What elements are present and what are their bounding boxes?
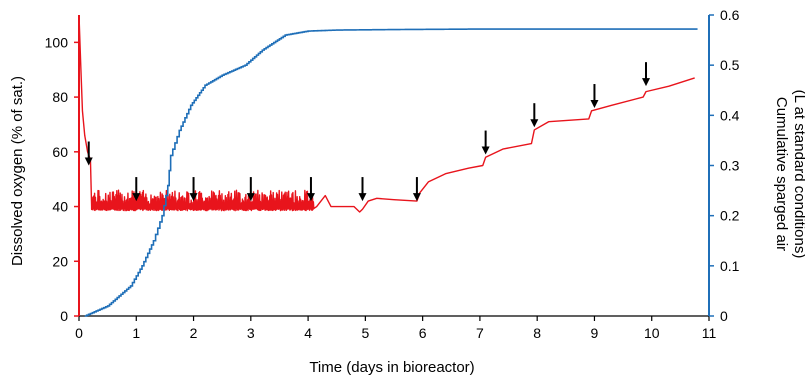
y-left-tick-label: 80 [52, 89, 68, 105]
x-tick-label: 10 [644, 325, 660, 341]
event-arrow [189, 177, 198, 202]
y-right-tick-label: 0.5 [720, 57, 740, 73]
y-right-tick-label: 0.3 [720, 158, 740, 174]
x-tick-label: 0 [75, 325, 83, 341]
x-tick-label: 11 [702, 325, 717, 341]
y-left-axis: 0 20 40 60 80 100 [45, 15, 80, 324]
x-tick-label: 7 [476, 325, 484, 341]
y-left-axis-title: Dissolved oxygen (% of sat.) [9, 76, 26, 266]
x-axis-title: Time (days in bioreactor) [309, 359, 474, 376]
series-sparged-air [84, 28, 698, 317]
x-tick-label: 8 [533, 325, 541, 341]
y-left-tick-label: 40 [52, 199, 68, 215]
event-arrow [530, 103, 539, 128]
x-axis: 0 1 2 3 4 5 6 7 8 9 10 11 [75, 315, 717, 341]
y-right-axis: 0 0.1 0.2 0.3 0.4 0.5 0.6 [708, 7, 740, 324]
event-arrow [412, 177, 421, 202]
x-tick-label: 3 [247, 325, 255, 341]
y-right-tick-label: 0 [720, 308, 728, 324]
event-arrow [132, 177, 141, 202]
y-right-tick-label: 0.6 [720, 7, 740, 23]
y-left-tick-label: 20 [52, 253, 68, 269]
y-right-axis-title-line1: Cumulative sparged air [773, 97, 790, 251]
x-tick-label: 1 [132, 325, 140, 341]
x-tick-label: 2 [190, 325, 198, 341]
event-arrow [590, 84, 599, 109]
x-tick-label: 4 [304, 325, 312, 341]
y-right-tick-label: 0.2 [720, 208, 740, 224]
y-left-tick-label: 100 [45, 34, 69, 50]
plot-area [78, 14, 698, 317]
x-tick-label: 5 [361, 325, 369, 341]
y-left-tick-label: 0 [60, 308, 68, 324]
y-right-tick-label: 0.1 [720, 258, 740, 274]
y-right-tick-label: 0.4 [720, 107, 740, 123]
event-arrow [481, 130, 490, 155]
x-tick-label: 6 [419, 325, 427, 341]
event-arrow [306, 177, 315, 202]
series-dissolved-oxygen [78, 14, 695, 213]
x-tick-label: 9 [591, 325, 599, 341]
event-arrow [84, 141, 93, 166]
y-left-tick-label: 60 [52, 144, 68, 160]
event-arrow [358, 177, 367, 202]
event-arrow [642, 62, 650, 87]
arrows [84, 62, 650, 202]
y-right-axis-title-line2: (L at standard conditions) [791, 90, 805, 259]
event-arrow [246, 177, 255, 202]
